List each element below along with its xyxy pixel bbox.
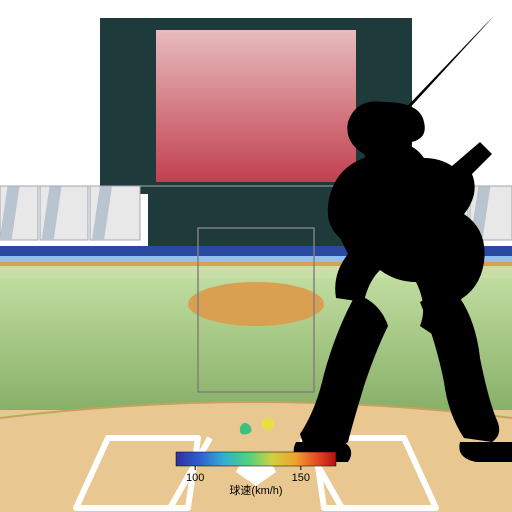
scoreboard-screen [156, 30, 356, 182]
pitch-marker-1 [262, 418, 274, 430]
legend-label: 球速(km/h) [229, 483, 282, 497]
legend-tick-label: 150 [292, 472, 310, 484]
pitching-diagram: 100 150 球速(km/h) [0, 0, 512, 512]
legend-tick-label: 100 [186, 472, 204, 484]
pitchers-mound [188, 282, 324, 326]
